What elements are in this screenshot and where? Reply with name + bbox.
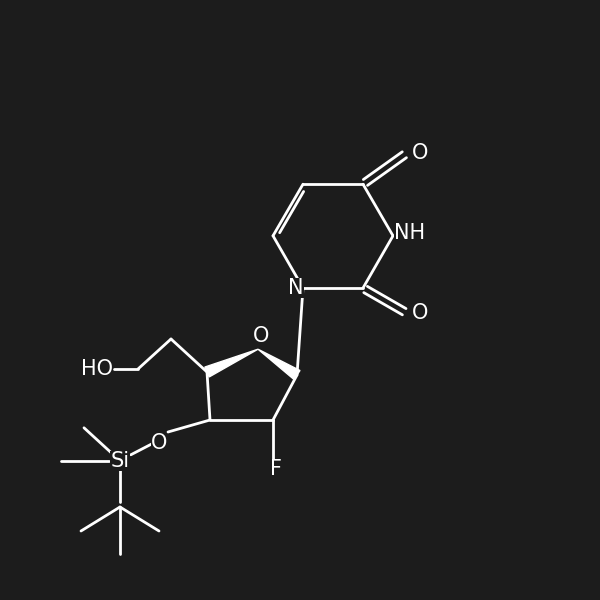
Text: O: O <box>412 143 428 163</box>
Text: N: N <box>288 278 304 298</box>
Text: NH: NH <box>394 223 425 244</box>
Polygon shape <box>205 349 258 377</box>
Text: O: O <box>151 433 167 453</box>
Polygon shape <box>258 349 300 380</box>
Text: Si: Si <box>110 451 130 471</box>
Text: O: O <box>253 326 269 346</box>
Text: F: F <box>270 459 282 479</box>
Text: O: O <box>412 303 428 323</box>
Text: HO: HO <box>81 359 113 379</box>
